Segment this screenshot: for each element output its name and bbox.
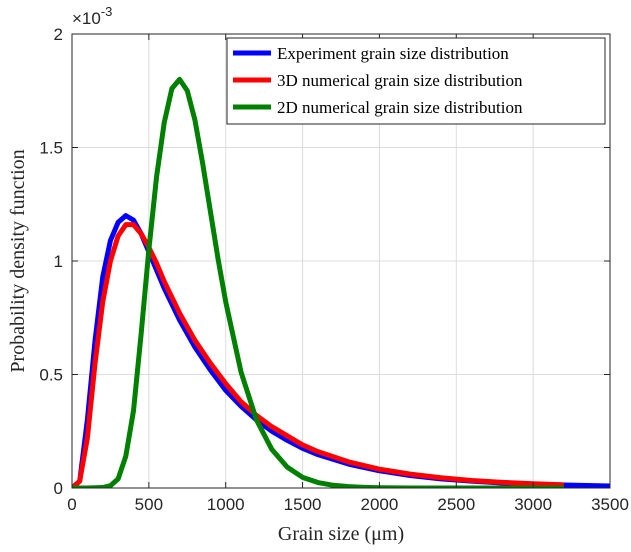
x-tick-label: 1500 <box>284 495 322 514</box>
legend-box <box>226 37 606 125</box>
y-tick-label: 1.5 <box>39 139 63 158</box>
y-exponent-label: ×10-3 <box>72 4 112 28</box>
x-tick-label: 2500 <box>437 495 475 514</box>
y-tick-label: 2 <box>54 25 63 44</box>
axis-ticks <box>71 33 611 489</box>
y-tick-label: 1 <box>54 252 63 271</box>
series-line-2 <box>72 222 564 488</box>
x-axis-label: Grain size (μm) <box>278 523 404 545</box>
x-tick-label: 3000 <box>514 495 552 514</box>
x-tick-label: 500 <box>135 495 163 514</box>
legend-entry-1: Experiment grain size distribution <box>277 44 509 63</box>
tick-labels: 0 500 1000 1500 2000 2500 3000 3500 0 0.5 1 1.5 2 <box>39 25 629 514</box>
y-tick-label: 0.5 <box>39 366 63 385</box>
legend-entry-3: 2D numerical grain size distribution <box>277 98 523 117</box>
x-tick-label: 3500 <box>591 495 629 514</box>
x-tick-label: 0 <box>67 495 76 514</box>
y-axis-label: Probability density function <box>7 149 29 372</box>
series-line-3 <box>72 76 564 488</box>
legend: Experiment grain size distribution 3D num… <box>226 37 606 125</box>
series-layer <box>72 76 610 488</box>
x-tick-label: 1000 <box>207 495 245 514</box>
legend-entry-2: 3D numerical grain size distribution <box>277 71 523 90</box>
x-tick-label: 2000 <box>361 495 399 514</box>
y-tick-label: 0 <box>54 479 63 498</box>
